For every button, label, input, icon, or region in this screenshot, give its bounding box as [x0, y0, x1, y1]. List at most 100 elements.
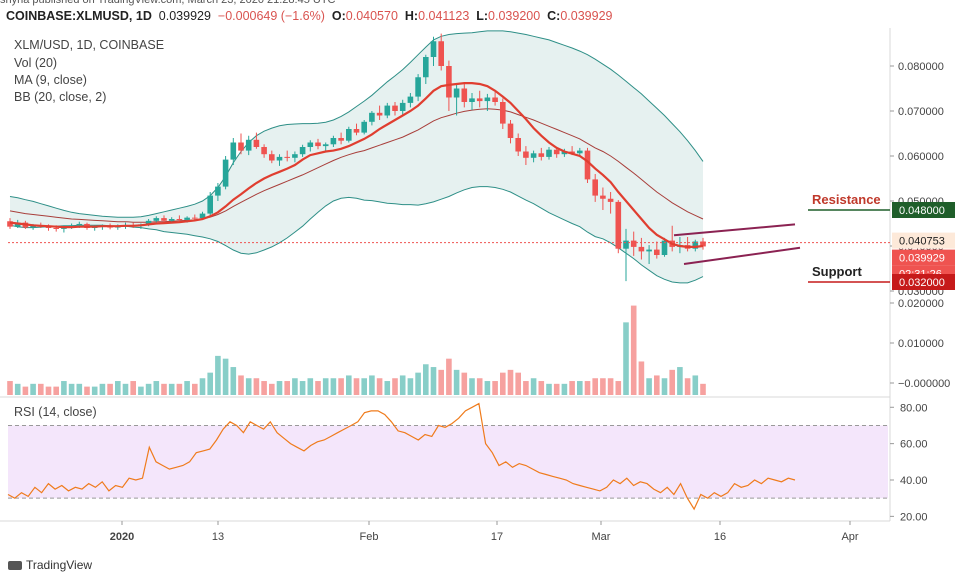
candle	[338, 132, 344, 145]
candle	[638, 237, 645, 260]
time-tick-label: Mar	[592, 531, 611, 543]
candle	[530, 150, 537, 163]
candle-body	[346, 129, 352, 141]
candle-body	[238, 142, 244, 151]
channel-upper	[673, 223, 796, 237]
price-tick-label: 0.060000	[898, 151, 944, 163]
volume-bar	[692, 375, 699, 395]
candle-body	[538, 153, 545, 157]
bb-middle-line	[9, 108, 704, 223]
volume-bar	[630, 305, 637, 395]
volume-bar	[346, 375, 352, 395]
candle	[230, 138, 237, 165]
resistance-badge: 0.048000	[892, 202, 955, 218]
candle	[500, 98, 506, 129]
candle-body	[615, 201, 622, 249]
h-value: 0.041123	[418, 9, 470, 23]
volume-bar	[592, 378, 598, 395]
legend-bb: BB (20, close, 2)	[14, 90, 107, 104]
overlays: Resistance Support 0.048000 0.040753 0.03992…	[8, 192, 955, 290]
candle-body	[145, 220, 152, 225]
candle-body	[600, 195, 606, 199]
candle-body	[638, 246, 645, 252]
candle-body	[392, 105, 398, 111]
badge-text: 0.039929	[899, 253, 945, 265]
tradingview-logo[interactable]: TradingView	[8, 558, 92, 572]
channel-lower	[683, 246, 801, 265]
volume-bar	[122, 383, 129, 395]
volume-bar	[553, 383, 560, 395]
candle	[484, 93, 491, 111]
candle	[615, 200, 622, 254]
symbol-line: COINBASE:XLMUSD, 1D 0.039929 −0.000649 (…	[6, 9, 612, 23]
candle-body	[261, 147, 267, 155]
volume-bar	[530, 378, 537, 395]
candle	[469, 93, 475, 111]
volume-bar	[91, 386, 98, 395]
volume-bar	[661, 378, 668, 395]
volume-bar	[230, 367, 237, 395]
rsi-line	[7, 402, 796, 511]
price-tick-label: −0.000000	[898, 378, 950, 390]
volume-bar	[330, 378, 337, 395]
candle	[361, 120, 367, 135]
candle	[438, 33, 444, 71]
time-tick-label: 13	[212, 531, 224, 543]
volume-bar	[53, 386, 59, 395]
badge-text: 0.048000	[899, 205, 945, 217]
candle-body	[192, 217, 198, 219]
candle-body	[546, 149, 552, 157]
volume-bar	[507, 369, 514, 395]
candle	[538, 147, 545, 161]
candle-body	[561, 151, 568, 155]
candle-body	[415, 77, 421, 97]
support-label: Support	[812, 264, 862, 279]
candle-body	[307, 142, 314, 147]
volume-bar	[153, 381, 160, 395]
candle	[284, 150, 290, 162]
candle-body	[184, 217, 190, 220]
volume-bar	[492, 381, 498, 395]
rsi-tick-label: 60.00	[900, 439, 928, 451]
candle	[215, 183, 221, 201]
volume-bar	[84, 386, 90, 395]
volume-bar	[638, 361, 645, 395]
candle-body	[369, 112, 375, 122]
volume-bar	[14, 383, 21, 395]
candle-body	[515, 138, 521, 152]
candle	[407, 93, 414, 108]
candle-body	[14, 222, 21, 227]
volume-bars	[7, 305, 706, 395]
time-tick-label: Feb	[360, 531, 379, 543]
candle	[623, 228, 629, 282]
volume-bar	[38, 383, 44, 395]
volume-bar	[453, 369, 460, 395]
candle-body	[430, 41, 437, 57]
time-tick-label: 2020	[110, 531, 134, 543]
legend-ma: MA (9, close)	[14, 73, 87, 87]
symbol: COINBASE:XLMUSD, 1D	[6, 9, 152, 23]
volume-bar	[338, 378, 344, 395]
candle	[661, 237, 668, 257]
candle-body	[276, 156, 283, 161]
candle	[600, 187, 606, 210]
candle	[453, 83, 460, 116]
candle	[392, 102, 398, 116]
volume-bar	[7, 381, 13, 395]
bb-upper-line	[9, 30, 704, 218]
volume-bar	[307, 378, 314, 395]
candle-body	[476, 98, 483, 102]
candle-body	[700, 241, 706, 247]
volume-bar	[22, 386, 29, 395]
candle-body	[607, 198, 614, 202]
volume-bar	[161, 383, 167, 395]
rsi-tick-label: 40.00	[900, 475, 928, 487]
candle-body	[384, 105, 391, 116]
candle	[700, 237, 706, 250]
candle-body	[207, 195, 213, 214]
volume-bar	[415, 372, 421, 395]
candle-body	[577, 150, 583, 154]
candle-body	[338, 138, 344, 141]
candle	[353, 123, 360, 136]
